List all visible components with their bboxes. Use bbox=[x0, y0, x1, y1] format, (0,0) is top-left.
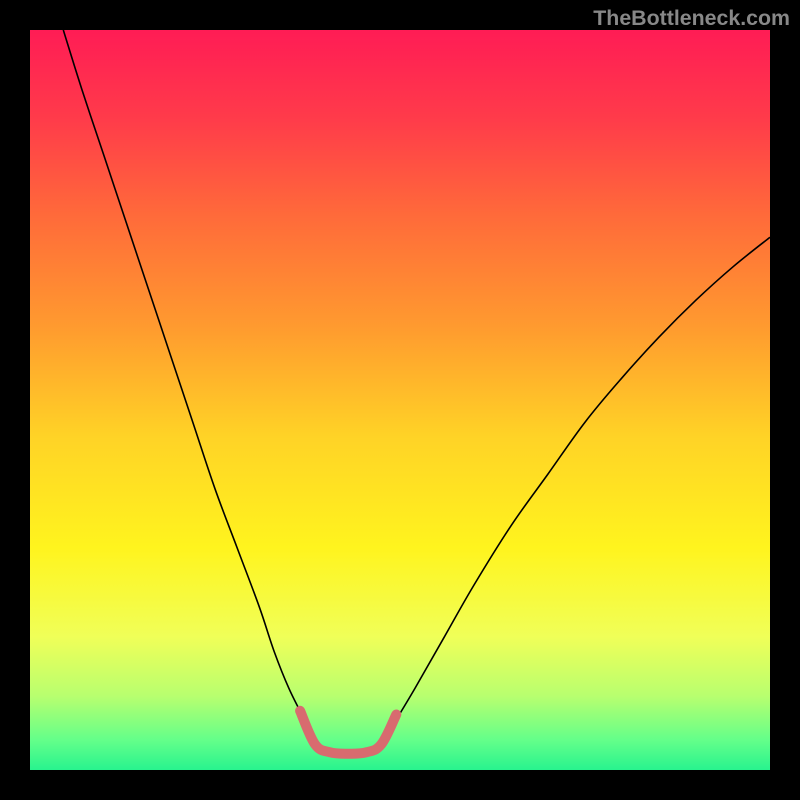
chart-frame: TheBottleneck.com bbox=[0, 0, 800, 800]
watermark-text: TheBottleneck.com bbox=[593, 6, 790, 31]
chart-svg bbox=[30, 30, 770, 770]
plot-area bbox=[30, 30, 770, 770]
gradient-background bbox=[30, 30, 770, 770]
